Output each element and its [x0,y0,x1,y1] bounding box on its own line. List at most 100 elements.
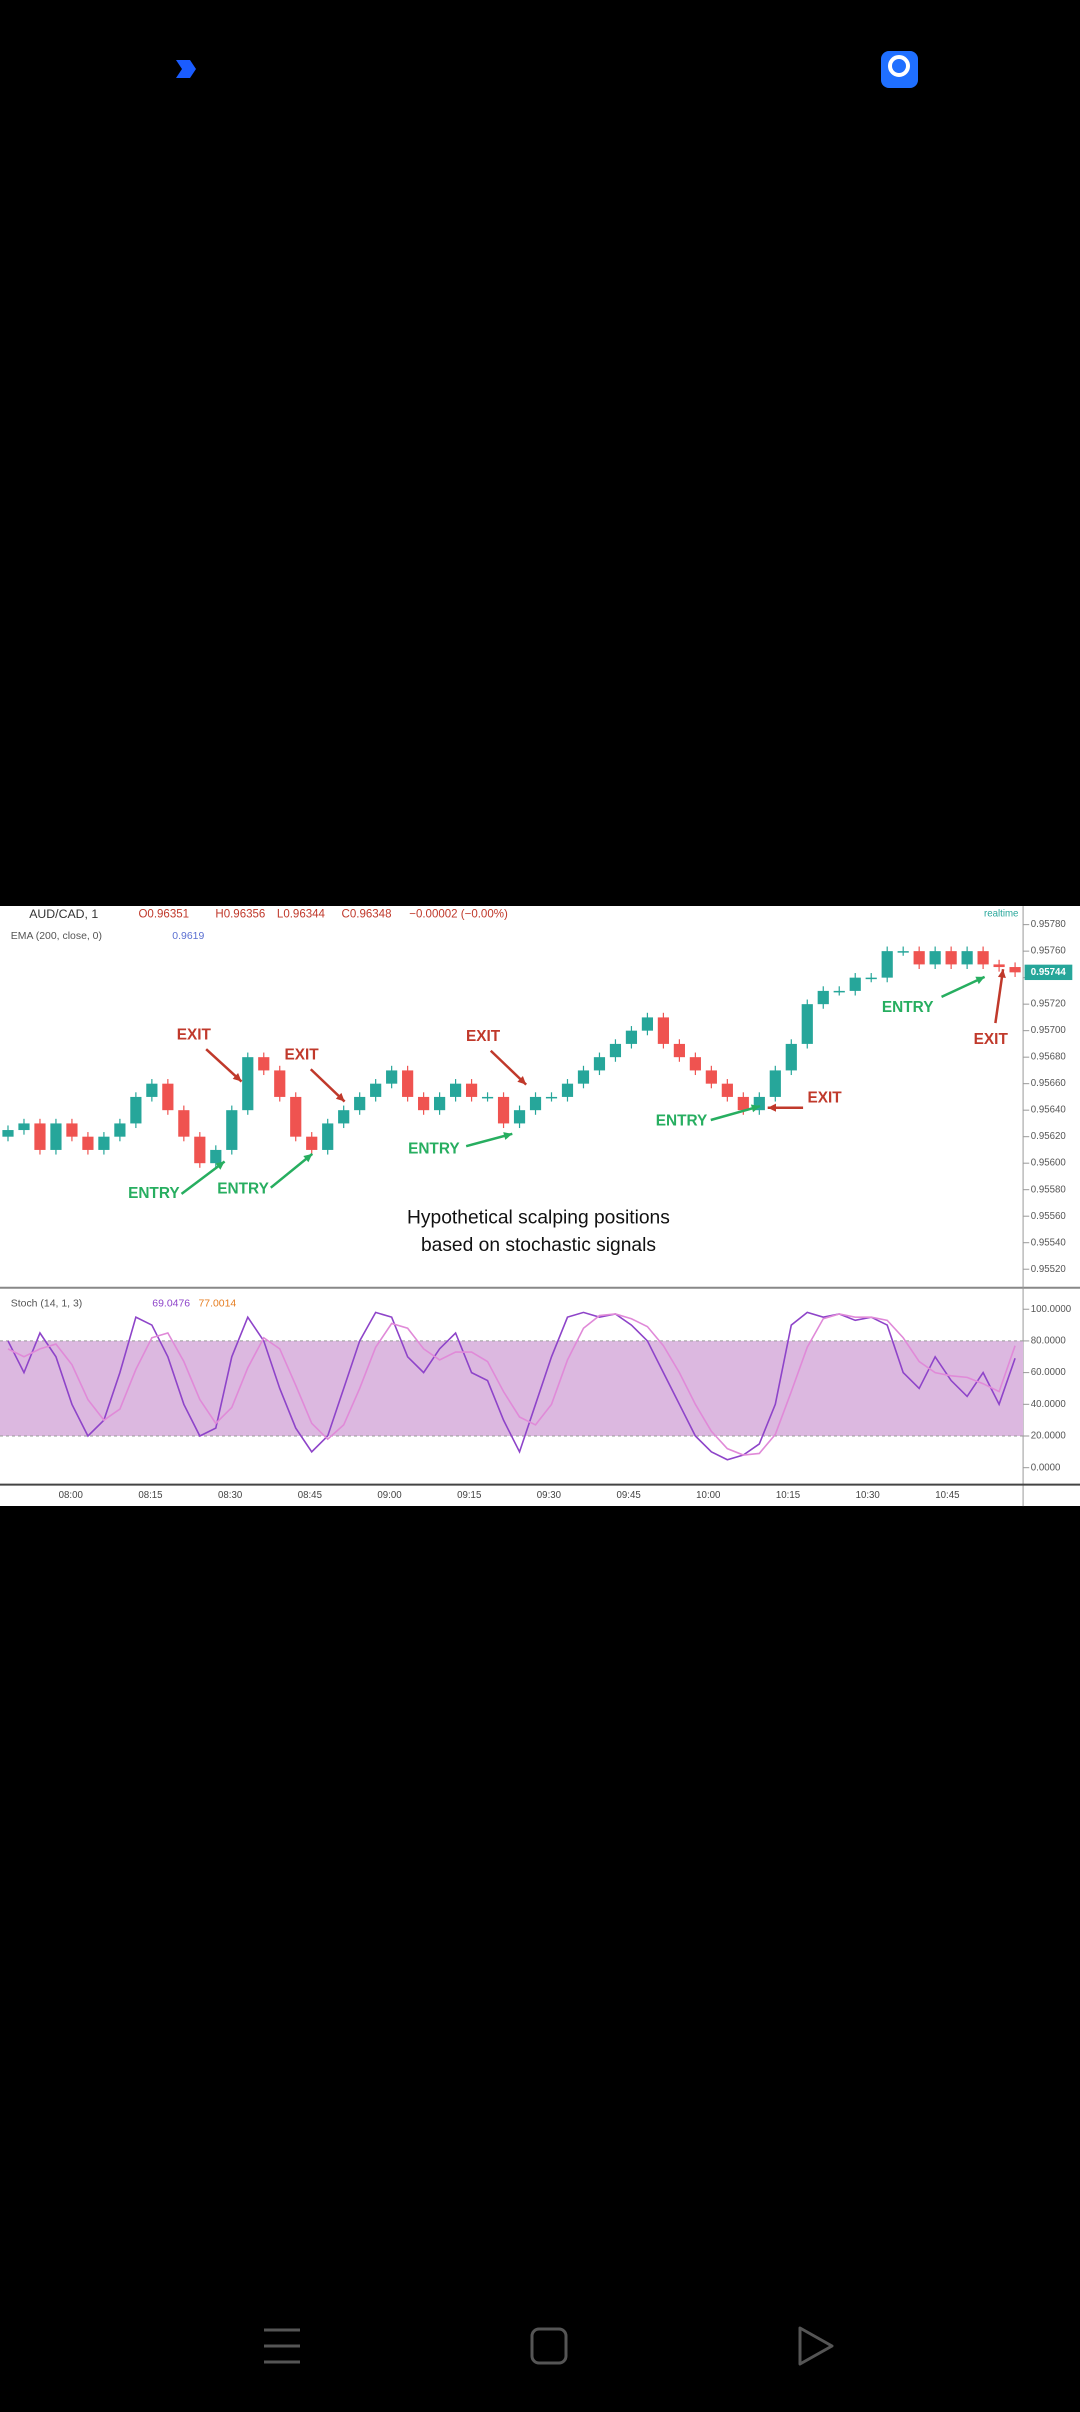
arrow-head [215,1161,225,1170]
candle [881,951,893,978]
y-tick-label: 0.95720 [1031,999,1067,1010]
x-tick-label: 09:00 [377,1490,402,1501]
y-tick-label: 0.95560 [1031,1211,1067,1222]
home-button[interactable] [530,2327,568,2365]
candle [465,1083,478,1097]
ohlc-label: H0.96356 [215,909,265,921]
candle [513,1110,526,1124]
stoch-k: 69.0476 [152,1299,190,1310]
candle [609,1043,622,1058]
ohlc-label: O0.96351 [138,909,189,921]
y-tick-label: 0.95660 [1031,1078,1067,1089]
candle [545,1096,558,1099]
candle [481,1096,494,1099]
back-button[interactable] [798,2326,834,2366]
app-icon-glyph [888,55,910,77]
ohlc-label: C0.96348 [342,909,392,921]
candle [322,1123,334,1150]
caption: Hypothetical scalping positions [407,1208,670,1229]
candle [194,1136,206,1164]
candle [785,1043,797,1071]
candle [849,977,861,991]
candle [98,1136,110,1150]
y-tick-label: 0.0000 [1031,1462,1061,1473]
y-tick-label: 0.95620 [1031,1131,1067,1142]
candle [961,951,973,965]
candle [529,1096,542,1111]
arrow-head [517,1075,527,1085]
stoch-line [7,1313,1016,1456]
candle [593,1057,606,1071]
candle [18,1123,30,1131]
menu-button[interactable] [264,2328,300,2364]
candle [561,1083,574,1097]
candle [449,1083,462,1097]
candle [226,1110,238,1150]
arrow-head [503,1132,513,1140]
candle [497,1096,510,1124]
candle [34,1123,46,1150]
candle [833,990,845,993]
candle [945,951,957,965]
annotation: ENTRY [128,1185,180,1202]
candle [2,1130,14,1137]
annotation: ENTRY [217,1180,269,1197]
candle [673,1043,685,1058]
y-tick-label: 0.95680 [1031,1052,1067,1063]
y-tick-label: 0.95700 [1031,1025,1067,1036]
candle [306,1136,318,1150]
annotation-arrow [180,1160,226,1195]
annotation-arrow [269,1152,314,1189]
candle [50,1123,62,1150]
stoch-d: 77.0014 [198,1299,236,1310]
candle [258,1057,270,1071]
candle [418,1096,430,1111]
realtime: realtime [984,908,1018,919]
y-tick-label: 0.95540 [1031,1237,1067,1248]
candle [402,1070,414,1097]
candle [1009,967,1021,973]
x-tick-label: 09:45 [616,1490,640,1501]
y-tick-label: 0.95520 [1031,1264,1067,1275]
candle [657,1017,669,1044]
stoch-line [7,1311,1016,1461]
annotation: ENTRY [882,999,934,1016]
y-tick-label: 0.95780 [1031,919,1067,930]
x-tick-label: 08:30 [218,1490,243,1501]
candle [865,977,877,980]
candle [625,1030,638,1044]
annotation: EXIT [466,1028,501,1045]
candle [897,951,909,953]
candle [242,1057,254,1111]
x-tick-label: 10:30 [856,1490,881,1501]
candle [274,1070,286,1097]
candle [737,1096,749,1111]
candle [977,951,989,965]
arrow-head [303,1153,313,1163]
candle [913,951,925,965]
candle [753,1096,765,1111]
x-tick-label: 08:15 [138,1490,162,1501]
arrow-head [335,1092,345,1102]
candle [993,964,1005,968]
candle [66,1123,78,1137]
candle [146,1083,158,1097]
y-tick-label: 20.0000 [1031,1431,1067,1442]
caption: based on stochastic signals [421,1235,656,1256]
arrow-head [997,969,1006,979]
annotation: EXIT [284,1046,319,1063]
annotation-arrow [994,969,1005,1024]
ema-value: 0.9619 [172,931,204,942]
candle [929,951,941,965]
x-tick-label: 10:45 [935,1490,959,1501]
candle [689,1057,701,1071]
candle [641,1017,654,1031]
y-tick-label: 60.0000 [1031,1367,1067,1378]
symbol: AUD/CAD, 1 [29,907,98,921]
candle [434,1096,446,1111]
candle [178,1110,190,1137]
candle [769,1070,781,1097]
candle [130,1096,142,1124]
